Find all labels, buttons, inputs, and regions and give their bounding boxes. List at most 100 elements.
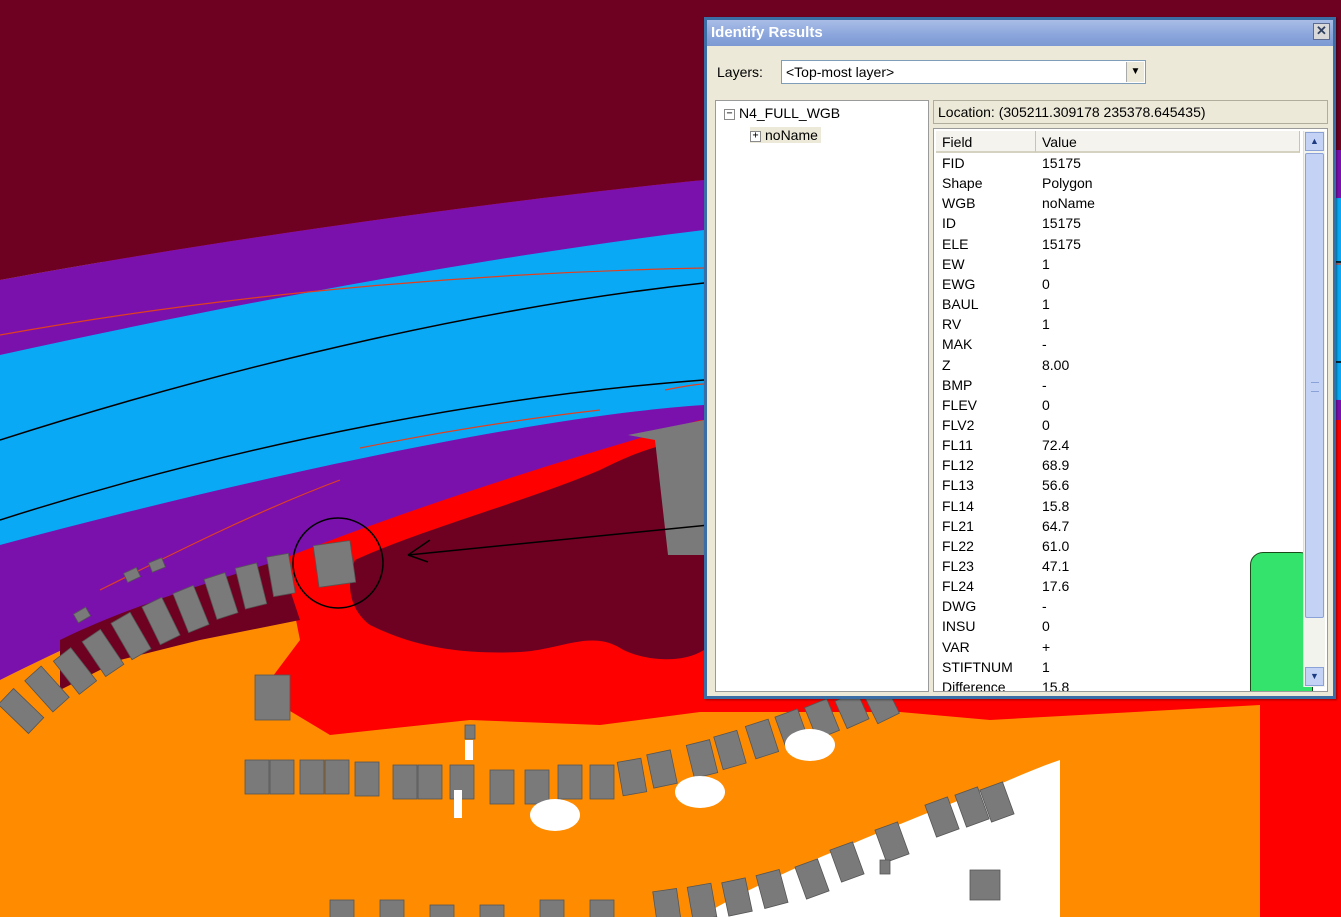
table-row[interactable]: FL13 56.6 [934, 477, 1304, 497]
identify-results-dialog[interactable]: Identify Results ✕ Layers: <Top-most lay… [704, 17, 1336, 699]
value-cell: 17.6 [1042, 578, 1070, 595]
results-tree[interactable]: − N4_FULL_WGB + noName [715, 100, 929, 692]
table-row[interactable]: FLEV 0 [934, 397, 1304, 417]
value-cell: 15175 [1042, 155, 1081, 171]
table-row[interactable]: FL24 17.6 [934, 578, 1304, 598]
map-building [628, 420, 704, 555]
value-cell: 15175 [1042, 215, 1081, 232]
field-cell: RV [942, 316, 962, 333]
field-cell: INSU [942, 618, 976, 635]
value-cell: noName [1042, 195, 1095, 212]
table-row[interactable]: EW 1 [934, 256, 1304, 276]
map-line-red [359, 409, 601, 449]
table-row[interactable]: ELE 15175 [934, 236, 1304, 256]
field-cell: FID [942, 155, 965, 171]
value-cell: 61.0 [1042, 537, 1070, 554]
table-row[interactable]: BAUL 1 [934, 296, 1304, 316]
table-row[interactable]: FL23 47.1 [934, 558, 1304, 578]
map-line-red [664, 383, 705, 391]
map-buildings-bottom [329, 781, 1015, 917]
chevron-down-icon[interactable]: ▼ [1126, 62, 1144, 82]
field-cell: ELE [942, 235, 969, 252]
table-row[interactable]: FL21 64.7 [934, 518, 1304, 538]
tree-node-root-label: N4_FULL_WGB [739, 105, 841, 121]
table-row[interactable]: FLV2 0 [934, 417, 1304, 437]
attribute-grid[interactable]: Field Value FID 15175 Shape Polygon WGB noNam… [933, 128, 1328, 692]
tree-node-child-label: noName [765, 127, 818, 143]
field-cell: Z [942, 356, 951, 373]
table-row[interactable]: MAK - [934, 336, 1304, 356]
value-cell: 64.7 [1042, 517, 1070, 534]
table-row[interactable]: EWG 0 [934, 276, 1304, 296]
expand-icon[interactable]: + [750, 130, 761, 142]
collapse-icon[interactable]: − [724, 108, 735, 120]
annotation-circle [292, 517, 384, 609]
field-cell: EW [942, 255, 965, 272]
table-row[interactable]: BMP - [934, 377, 1304, 397]
table-row[interactable]: Difference 15.8 [934, 678, 1304, 692]
field-cell: FL21 [942, 517, 974, 534]
value-cell: 1 [1042, 255, 1050, 272]
field-cell: FL24 [942, 578, 974, 595]
scroll-up-icon[interactable]: ▲ [1305, 132, 1324, 151]
table-row[interactable]: FL14 15.8 [934, 498, 1304, 518]
value-cell: 0 [1042, 618, 1050, 635]
field-cell: BAUL [942, 296, 979, 313]
value-cell: 0 [1042, 396, 1050, 413]
table-row[interactable]: STIFTNUM 1 [934, 659, 1304, 679]
field-cell: DWG [942, 598, 977, 615]
annotation-arrow-head [407, 539, 431, 563]
value-cell: 56.6 [1042, 477, 1070, 494]
field-cell: FL11 [942, 437, 973, 454]
table-row[interactable]: INSU 0 [934, 618, 1304, 638]
dialog-title: Identify Results [711, 24, 823, 41]
value-cell: 68.9 [1042, 457, 1070, 474]
table-row[interactable]: FL22 61.0 [934, 538, 1304, 558]
tree-node-child[interactable]: + noName [750, 127, 821, 143]
field-cell: FLV2 [942, 416, 975, 433]
grip-icon [1311, 382, 1319, 392]
table-row[interactable]: FL11 72.4 [934, 437, 1304, 457]
table-row[interactable]: ID 15175 [934, 215, 1304, 235]
value-cell: 1 [1042, 316, 1050, 333]
table-row[interactable]: Z 8.00 [934, 357, 1304, 377]
field-cell: FL12 [942, 457, 974, 474]
value-cell: 1 [1042, 296, 1050, 313]
field-cell: ID [942, 215, 956, 232]
scrollbar-thumb[interactable] [1305, 153, 1324, 618]
value-cell: 0 [1042, 416, 1050, 433]
map-buildings-curve [0, 540, 357, 735]
table-row[interactable]: VAR + [934, 639, 1304, 659]
field-cell: EWG [942, 275, 976, 292]
layers-dropdown-value: <Top-most layer> [786, 64, 895, 80]
field-cell: FL14 [942, 497, 974, 514]
close-icon[interactable]: ✕ [1313, 23, 1330, 40]
scroll-down-icon[interactable]: ▼ [1305, 667, 1324, 686]
map-zone-darkred-patch [60, 560, 300, 690]
table-row[interactable]: Shape Polygon [934, 175, 1304, 195]
table-row[interactable]: FL12 68.9 [934, 457, 1304, 477]
field-cell: WGB [942, 195, 976, 212]
table-row[interactable]: RV 1 [934, 316, 1304, 336]
vertical-scrollbar[interactable]: ▲ ▼ [1303, 131, 1325, 687]
value-cell: 15.8 [1042, 497, 1070, 514]
value-cell: - [1042, 598, 1047, 615]
column-header-value[interactable]: Value [1036, 131, 1300, 153]
value-cell: 15175 [1042, 235, 1081, 252]
value-cell: 72.4 [1042, 437, 1070, 454]
table-row[interactable]: DWG - [934, 598, 1304, 618]
table-row[interactable]: WGB noName [934, 195, 1304, 215]
value-cell: 8.00 [1042, 356, 1070, 373]
field-cell: STIFTNUM [942, 658, 1013, 675]
dialog-titlebar[interactable]: Identify Results ✕ [707, 20, 1333, 46]
field-cell: VAR [942, 638, 970, 655]
layers-dropdown[interactable]: <Top-most layer> ▼ [781, 60, 1146, 84]
location-readout: Location: (305211.309178 235378.645435) [933, 100, 1328, 124]
value-cell: - [1042, 376, 1047, 393]
value-cell: 15.8 [1042, 678, 1070, 692]
field-cell: FL23 [942, 558, 974, 574]
field-cell: Difference [942, 678, 1006, 692]
column-header-field[interactable]: Field [936, 131, 1036, 153]
table-row[interactable]: FID 15175 [934, 155, 1304, 175]
tree-node-root[interactable]: − N4_FULL_WGB [724, 105, 840, 121]
